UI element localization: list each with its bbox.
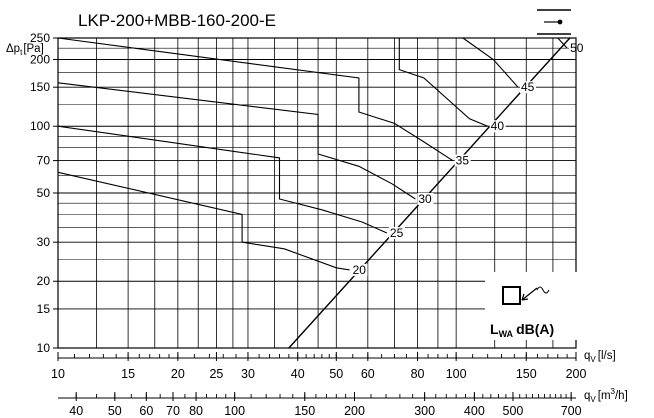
- x-tick-label-ls: 100: [446, 367, 467, 381]
- series-line-50: [557, 37, 568, 49]
- series-line-30: [57, 82, 416, 200]
- x-tick-label-m3h: 150: [294, 404, 315, 418]
- y-tick-label: 50: [37, 186, 51, 200]
- x-tick-label-ls: 10: [51, 367, 65, 381]
- x-tick-label-ls: 25: [209, 367, 223, 381]
- series-line-35: [57, 37, 453, 162]
- y-tick-label: 200: [30, 52, 50, 66]
- y-tick-label: 10: [37, 341, 51, 355]
- x-tick-label-ls: 200: [566, 367, 587, 381]
- x-axis-ls: 10 15 20 25 30 40 50 60 80 100 150 200: [51, 352, 586, 381]
- x-tick-label-m3h: 100: [224, 404, 245, 418]
- x-tick-label-m3h: 50: [108, 404, 122, 418]
- y-axis-ticks: 10 15 20 30 50 70 100 150 200 250: [30, 31, 58, 355]
- fan-symbol-icon: [537, 9, 571, 35]
- series-label-bg: [519, 81, 536, 94]
- series-label-40: 40: [491, 119, 505, 133]
- series-layer: 20 25 30 35 40 45 50: [57, 37, 586, 277]
- series-line-20: [57, 171, 350, 271]
- x-axis-label-m3h: qV [m3/h]: [584, 387, 628, 404]
- series-label-bg: [388, 227, 405, 240]
- x-tick-label-m3h: 400: [464, 404, 485, 418]
- series-line-45: [462, 37, 519, 88]
- series-line-40: [398, 38, 488, 127]
- x-tick-label-ls: 15: [121, 367, 135, 381]
- x-tick-label-m3h: 200: [344, 404, 365, 418]
- x-tick-label-ls: 150: [516, 367, 537, 381]
- sound-wave-icon: [521, 286, 550, 301]
- chart-title: LKP-200+MBB-160-200-E: [78, 11, 276, 30]
- x-axis-label-ls: qV [l/s]: [584, 350, 616, 364]
- series-label-35: 35: [456, 154, 470, 168]
- legend-box: LWA dB(A): [485, 272, 581, 340]
- series-label-bg: [489, 120, 506, 133]
- x-tick-label-ls: 20: [171, 367, 185, 381]
- x-tick-label-ls: 40: [291, 367, 305, 381]
- series-label-bg: [569, 42, 586, 55]
- y-tick-label: 15: [37, 302, 51, 316]
- x-axis-m3h: 40 50 60 70 80 100 150 200 300 400 500 700: [58, 392, 582, 418]
- y-tick-label: 70: [37, 154, 51, 168]
- y-tick-label: 150: [30, 80, 50, 94]
- y-axis-label: Δpt[Pa]: [6, 43, 44, 57]
- x-tick-label-m3h: 60: [139, 404, 153, 418]
- y-tick-label: 250: [30, 31, 50, 45]
- y-tick-label: 100: [30, 119, 50, 133]
- x-tick-label-m3h: 70: [166, 404, 180, 418]
- x-tick-label-ls: 60: [361, 367, 375, 381]
- y-tick-label: 30: [37, 235, 51, 249]
- series-label-bg: [454, 154, 471, 167]
- x-tick-label-ls: 30: [241, 367, 255, 381]
- x-tick-label-m3h: 80: [189, 404, 203, 418]
- x-tick-label-ls: 80: [411, 367, 425, 381]
- series-line-25: [57, 125, 388, 234]
- series-label-30: 30: [418, 192, 432, 206]
- series-label-25: 25: [390, 226, 404, 240]
- x-tick-label-m3h: 700: [561, 404, 582, 418]
- series-label-45: 45: [521, 80, 535, 94]
- series-label-50: 50: [570, 41, 584, 55]
- series-label-20: 20: [353, 263, 367, 277]
- x-tick-label-m3h: 300: [414, 404, 435, 418]
- y-tick-label: 20: [37, 274, 51, 288]
- x-tick-label-ls: 50: [329, 367, 343, 381]
- series-label-bg: [417, 192, 434, 205]
- sound-source-icon: [502, 286, 521, 305]
- series-label-bg: [351, 263, 368, 276]
- legend-label: LWA dB(A): [490, 321, 554, 339]
- x-tick-label-m3h: 40: [69, 404, 83, 418]
- x-tick-label-m3h: 500: [503, 404, 524, 418]
